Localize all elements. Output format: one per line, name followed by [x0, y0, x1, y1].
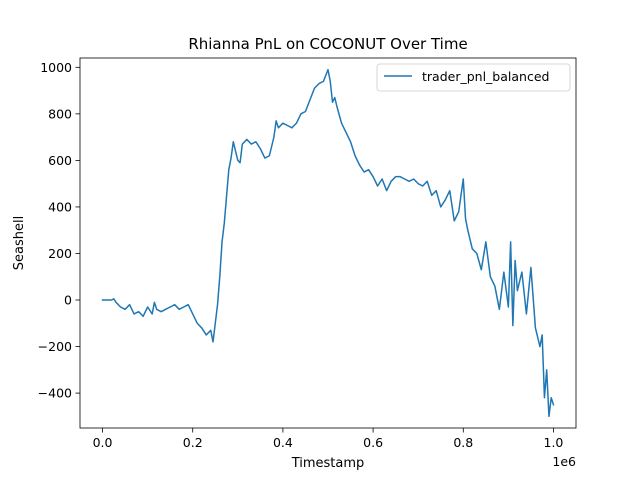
y-tick-label: −400 [38, 386, 72, 401]
legend-label-trader-pnl-balanced: trader_pnl_balanced [422, 69, 549, 84]
x-axis-ticks: 0.0 0.2 0.4 0.6 0.8 1.0 [93, 428, 564, 450]
y-axis-ticks: −400 −200 0 200 400 600 800 1000 [38, 60, 80, 401]
legend: trader_pnl_balanced [376, 63, 571, 92]
y-tick-label: 200 [48, 246, 72, 261]
y-tick-label: 0 [64, 293, 72, 308]
y-axis-label: Seashell [12, 216, 27, 270]
x-axis-label: Timestamp [291, 456, 365, 471]
chart-title: Rhianna PnL on COCONUT Over Time [188, 35, 467, 53]
x-tick-label: 0.8 [453, 435, 473, 450]
y-tick-label: −200 [38, 339, 72, 354]
y-tick-label: 1000 [40, 60, 72, 75]
series-line-0 [101, 68, 555, 418]
axes-frame [79, 57, 577, 429]
legend-box [376, 63, 571, 92]
y-tick-label: 400 [48, 199, 72, 214]
y-tick-label: 800 [48, 106, 72, 121]
x-tick-label: 0.4 [273, 435, 293, 450]
plot-area [101, 68, 555, 418]
x-tick-label: 0.0 [93, 435, 113, 450]
x-tick-label: 0.6 [363, 435, 383, 450]
x-tick-label: 0.2 [183, 435, 203, 450]
x-axis-offset-label: 1e6 [552, 454, 576, 469]
x-tick-label: 1.0 [544, 435, 564, 450]
y-tick-label: 600 [48, 153, 72, 168]
